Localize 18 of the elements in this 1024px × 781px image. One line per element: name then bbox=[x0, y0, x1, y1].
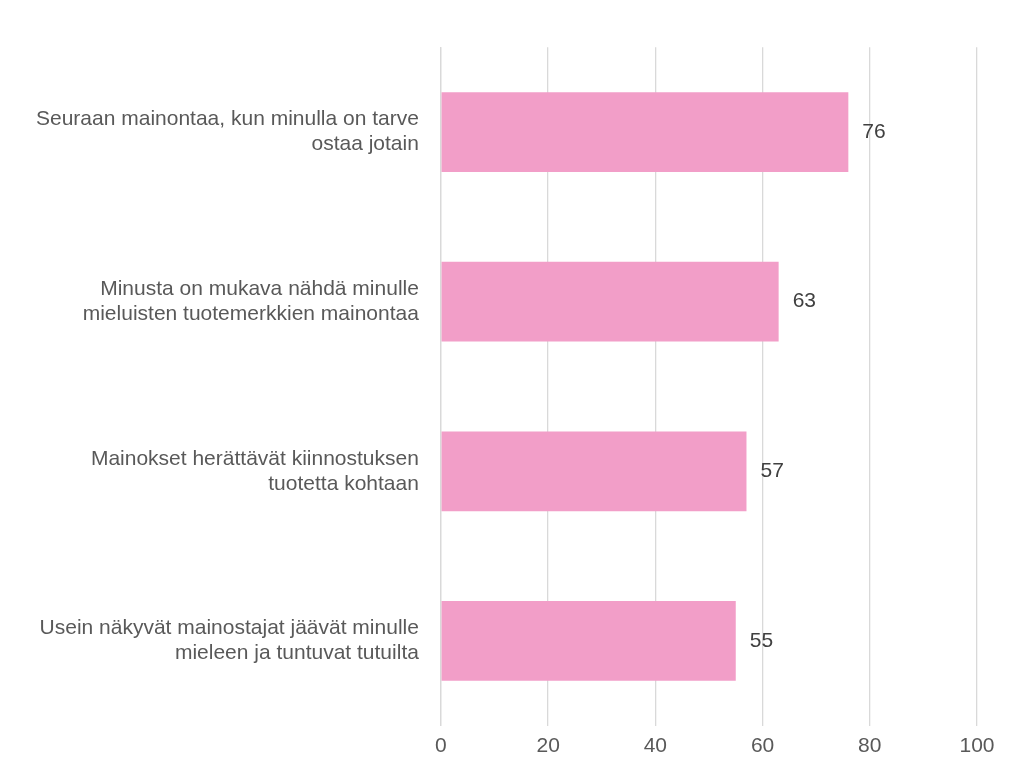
x-tick-label: 20 bbox=[536, 733, 560, 757]
bar bbox=[441, 431, 747, 512]
bar bbox=[441, 92, 849, 172]
data-label: 57 bbox=[760, 458, 784, 482]
data-label: 55 bbox=[749, 627, 774, 651]
x-tick-label: 100 bbox=[959, 733, 995, 757]
y-tick-label: Usein näkyvät mainostajat jäävät minulle mieleen ja tuntuvat tutuilta bbox=[39, 615, 420, 664]
y-tick-label: Minusta on mukava nähdä minulle mieluisten tuotemerkkien mainontaa bbox=[82, 275, 420, 325]
bar bbox=[441, 261, 779, 342]
bar bbox=[441, 601, 736, 681]
y-tick-label: Mainokset herättävät kiinnostuksen tuotetta kohtaan bbox=[90, 445, 419, 494]
x-tick-label: 40 bbox=[643, 733, 668, 757]
x-tick-label: 0 bbox=[435, 733, 447, 757]
y-tick-label: Seuraan mainontaa, kun minulla on tarve ostaa jotain bbox=[36, 106, 419, 155]
x-tick-label: 60 bbox=[750, 733, 775, 757]
x-tick-label: 80 bbox=[858, 733, 882, 757]
data-label: 76 bbox=[862, 118, 886, 142]
data-label: 63 bbox=[792, 288, 816, 312]
